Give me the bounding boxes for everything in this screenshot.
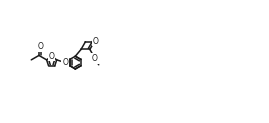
Text: O: O — [38, 42, 44, 51]
Text: O: O — [49, 52, 55, 61]
Text: O: O — [93, 37, 99, 46]
Text: O: O — [92, 54, 98, 63]
Text: O: O — [62, 58, 68, 67]
